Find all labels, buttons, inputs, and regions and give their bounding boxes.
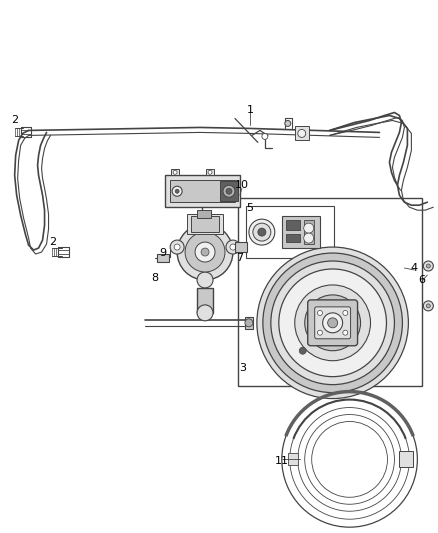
Circle shape <box>195 242 215 262</box>
Bar <box>304 220 314 244</box>
Circle shape <box>426 304 430 308</box>
Bar <box>170 180 235 202</box>
Circle shape <box>174 244 180 250</box>
Bar <box>282 216 320 248</box>
Text: 4: 4 <box>411 263 418 273</box>
Circle shape <box>271 261 395 385</box>
Circle shape <box>318 310 322 316</box>
Text: 10: 10 <box>235 180 249 190</box>
Circle shape <box>279 269 386 377</box>
Circle shape <box>299 347 306 354</box>
Text: 1: 1 <box>247 106 254 116</box>
Text: 2: 2 <box>49 237 56 247</box>
Bar <box>399 451 413 467</box>
Bar <box>286 220 300 230</box>
Circle shape <box>285 120 291 126</box>
Text: 7: 7 <box>237 253 244 263</box>
Circle shape <box>323 313 343 333</box>
Text: 11: 11 <box>275 456 289 466</box>
Circle shape <box>201 248 209 256</box>
Circle shape <box>249 219 275 245</box>
Circle shape <box>226 240 240 254</box>
Circle shape <box>426 264 430 268</box>
Circle shape <box>253 223 271 241</box>
Text: 6: 6 <box>418 275 425 285</box>
Circle shape <box>230 244 236 250</box>
Circle shape <box>424 301 433 311</box>
Circle shape <box>263 253 403 393</box>
Bar <box>286 234 300 242</box>
Circle shape <box>177 224 233 280</box>
Bar <box>171 169 179 175</box>
Text: 5: 5 <box>247 203 254 213</box>
Circle shape <box>173 171 177 174</box>
Bar <box>191 216 219 232</box>
Text: 3: 3 <box>240 362 247 373</box>
Circle shape <box>172 186 182 196</box>
Circle shape <box>245 319 253 327</box>
Circle shape <box>295 285 371 361</box>
Circle shape <box>424 261 433 271</box>
Bar <box>288 454 298 465</box>
Circle shape <box>257 247 408 399</box>
Circle shape <box>197 305 213 321</box>
Text: 2: 2 <box>11 116 18 125</box>
Bar <box>187 214 223 234</box>
Circle shape <box>170 240 184 254</box>
Circle shape <box>343 310 348 316</box>
Circle shape <box>258 228 266 236</box>
Circle shape <box>223 185 235 197</box>
Text: 9: 9 <box>159 248 167 258</box>
Bar <box>197 288 213 313</box>
Bar <box>238 198 422 385</box>
FancyBboxPatch shape <box>314 307 350 339</box>
Bar <box>220 181 238 201</box>
Circle shape <box>304 233 314 243</box>
Circle shape <box>208 171 212 174</box>
Bar <box>157 254 169 262</box>
Circle shape <box>262 133 268 140</box>
Circle shape <box>305 295 360 351</box>
Bar <box>246 206 334 258</box>
Bar <box>245 317 253 329</box>
Circle shape <box>226 188 232 194</box>
Bar <box>235 242 247 252</box>
Bar <box>295 126 309 140</box>
Text: 8: 8 <box>152 273 159 283</box>
Bar <box>165 175 240 207</box>
Circle shape <box>318 330 322 335</box>
Circle shape <box>197 272 213 288</box>
Circle shape <box>328 318 338 328</box>
Circle shape <box>343 330 348 335</box>
Circle shape <box>298 130 306 138</box>
Bar <box>206 169 214 175</box>
Circle shape <box>185 232 225 272</box>
Bar <box>197 210 211 218</box>
Circle shape <box>175 189 179 193</box>
FancyBboxPatch shape <box>308 300 357 346</box>
Circle shape <box>304 223 314 233</box>
